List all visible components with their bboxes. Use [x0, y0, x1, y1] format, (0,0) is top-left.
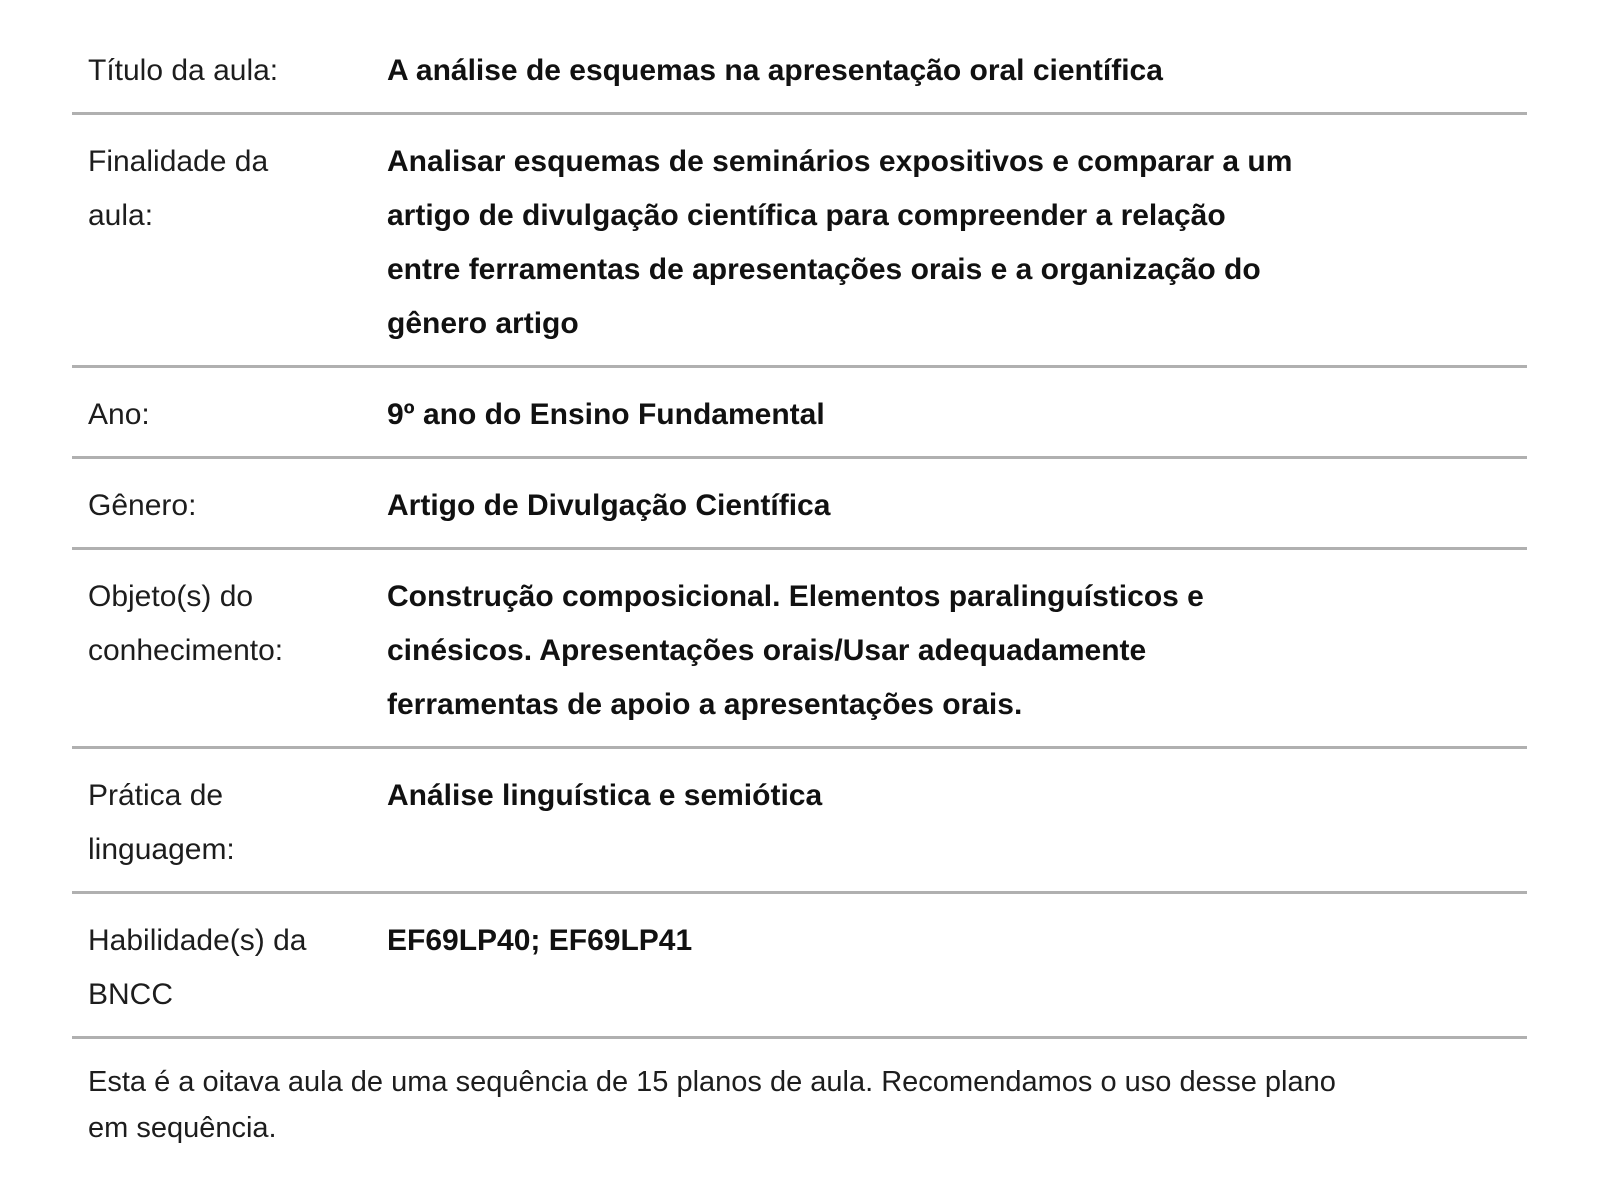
row-label: Gênero:	[88, 489, 197, 522]
row-ano: Ano: 9º ano do Ensino Fundamental	[72, 368, 1527, 459]
row-finalidade-da-aula: Finalidade da aula: Analisar esquemas de…	[72, 115, 1527, 368]
row-value: Análise linguística e semiótica	[387, 779, 823, 812]
row-value: Analisar esquemas de seminários expositi…	[387, 145, 1293, 340]
row-titulo-da-aula: Título da aula: A análise de esquemas na…	[72, 24, 1527, 115]
sequence-note: Esta é a oitava aula de uma sequência de…	[88, 1066, 1336, 1144]
row-value: Artigo de Divulgação Científica	[387, 489, 831, 522]
row-pratica-de-linguagem: Prática de linguagem: Análise linguístic…	[72, 749, 1527, 894]
row-objetos-do-conhecimento: Objeto(s) do conhecimento: Construção co…	[72, 550, 1527, 749]
row-label: Habilidade(s) da BNCC	[88, 924, 307, 1011]
row-label: Finalidade da aula:	[88, 145, 269, 232]
row-label: Ano:	[88, 398, 150, 431]
row-label: Objeto(s) do conhecimento:	[88, 580, 284, 667]
row-genero: Gênero: Artigo de Divulgação Científica	[72, 459, 1527, 550]
row-value: 9º ano do Ensino Fundamental	[387, 398, 825, 431]
row-value: EF69LP40; EF69LP41	[387, 924, 693, 957]
row-label: Título da aula:	[88, 54, 279, 87]
row-value: A análise de esquemas na apresentação or…	[387, 54, 1163, 87]
lesson-info-table: Título da aula: A análise de esquemas na…	[72, 24, 1527, 1039]
row-habilidades-da-bncc: Habilidade(s) da BNCC EF69LP40; EF69LP41	[72, 894, 1527, 1039]
row-label: Prática de linguagem:	[88, 779, 235, 866]
row-value: Construção composicional. Elementos para…	[387, 580, 1204, 721]
